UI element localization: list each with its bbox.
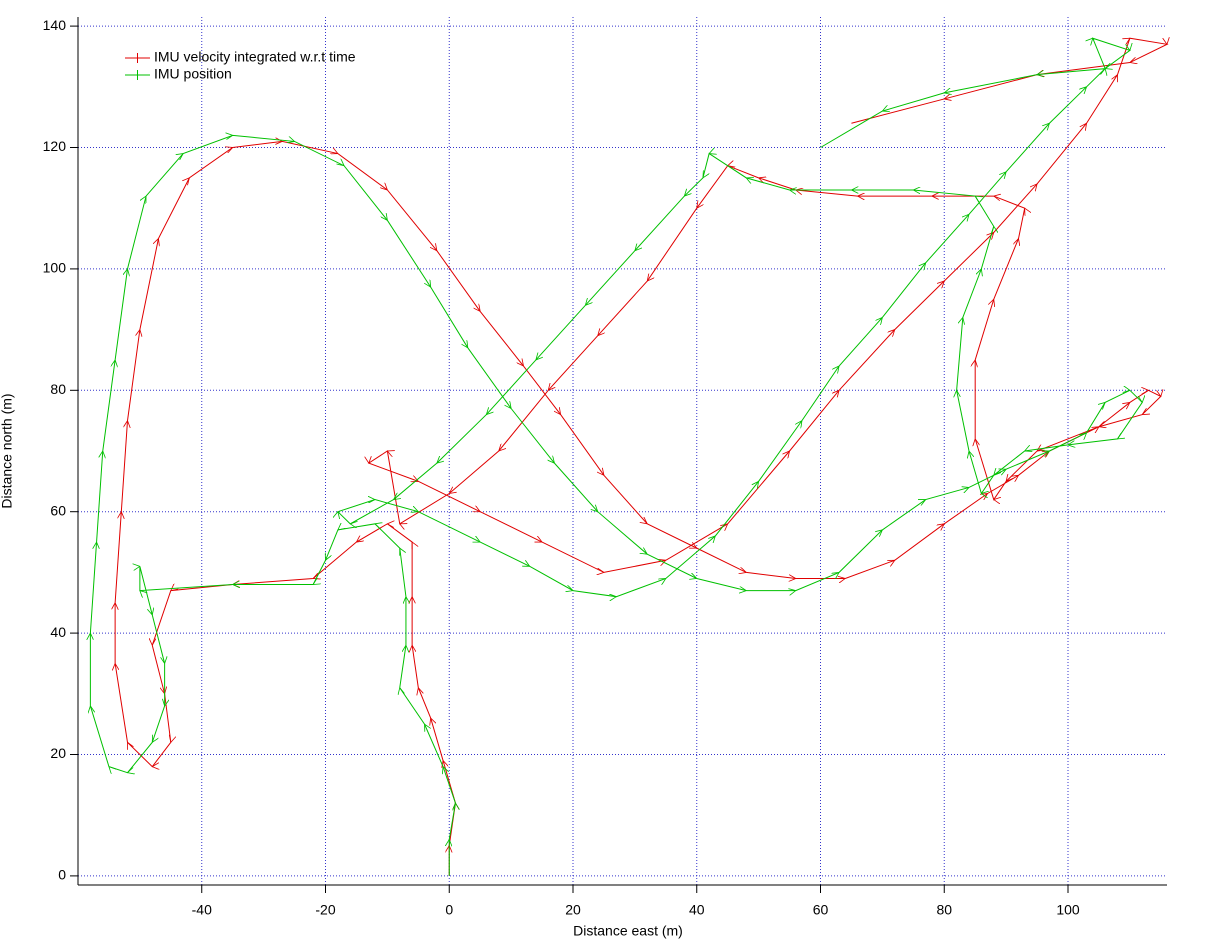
y-tick-label: 60 bbox=[50, 502, 66, 518]
x-tick-label: -40 bbox=[192, 902, 212, 918]
y-tick-label: 80 bbox=[50, 381, 66, 397]
x-tick-label: 0 bbox=[445, 902, 453, 918]
x-tick-label: 20 bbox=[565, 902, 581, 918]
x-axis-label: Distance east (m) bbox=[573, 923, 683, 939]
y-tick-label: 120 bbox=[43, 138, 67, 154]
legend-label: IMU velocity integrated w.r.t time bbox=[154, 49, 356, 65]
x-tick-label: 80 bbox=[936, 902, 952, 918]
y-tick-label: 100 bbox=[43, 260, 67, 276]
y-tick-label: 0 bbox=[58, 867, 66, 883]
trajectory bbox=[90, 37, 1142, 876]
x-tick-label: -20 bbox=[315, 902, 335, 918]
trajectory bbox=[115, 38, 1167, 876]
x-tick-label: 60 bbox=[813, 902, 829, 918]
x-tick-label: 100 bbox=[1056, 902, 1080, 918]
y-tick-label: 20 bbox=[50, 745, 66, 761]
x-tick-label: 40 bbox=[689, 902, 705, 918]
y-axis-label: Distance north (m) bbox=[0, 393, 15, 508]
y-tick-label: 140 bbox=[43, 17, 67, 33]
y-tick-label: 40 bbox=[50, 624, 66, 640]
legend-label: IMU position bbox=[154, 66, 232, 82]
